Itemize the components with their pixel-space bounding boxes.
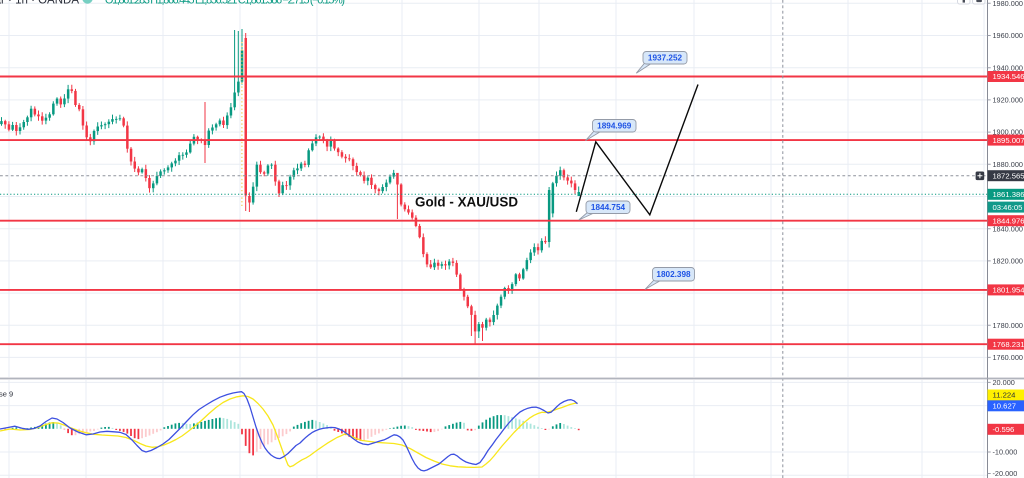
svg-text:1960.000: 1960.000	[993, 31, 1023, 40]
svg-text:1780.000: 1780.000	[993, 321, 1023, 330]
svg-text:1900.000: 1900.000	[993, 128, 1023, 137]
svg-text:1980.000: 1980.000	[993, 0, 1023, 8]
svg-text:1872.565: 1872.565	[993, 171, 1024, 180]
svg-text:Dollar · 1h · OANDA: Dollar · 1h · OANDA	[0, 0, 79, 7]
svg-text:20.000: 20.000	[993, 378, 1015, 387]
svg-text:1802.398: 1802.398	[656, 270, 691, 279]
svg-text:O1,861.283 H1,866.445 L1,856.5: O1,861.283 H1,866.445 L1,856.521 C1,861.…	[105, 0, 345, 7]
svg-text:1920.000: 1920.000	[993, 96, 1023, 105]
svg-text:1880.000: 1880.000	[993, 160, 1023, 169]
svg-text:1861.386: 1861.386	[993, 190, 1024, 199]
svg-text:1760.000: 1760.000	[993, 353, 1023, 362]
svg-text:1768.231: 1768.231	[993, 340, 1024, 349]
svg-text:1820.000: 1820.000	[993, 257, 1023, 266]
svg-text:-20.000: -20.000	[993, 469, 1018, 478]
svg-text:1844.976: 1844.976	[993, 216, 1024, 225]
svg-text:-0.596: -0.596	[993, 425, 1015, 434]
svg-text:1801.954: 1801.954	[993, 286, 1024, 295]
svg-text:se 9: se 9	[0, 390, 13, 399]
svg-text:1894.969: 1894.969	[597, 121, 632, 130]
svg-text:11.224: 11.224	[993, 391, 1017, 400]
svg-text:-10.000: -10.000	[993, 448, 1018, 457]
svg-text:1844.754: 1844.754	[591, 203, 626, 212]
svg-text:1934.546: 1934.546	[993, 72, 1024, 81]
svg-text:1940.000: 1940.000	[993, 63, 1023, 72]
svg-text:Gold - XAU/USD: Gold - XAU/USD	[415, 195, 518, 210]
svg-text:10.627: 10.627	[993, 402, 1017, 411]
svg-text:03:46:05: 03:46:05	[993, 203, 1023, 212]
svg-text:1840.000: 1840.000	[993, 224, 1023, 233]
svg-text:1937.252: 1937.252	[648, 53, 683, 62]
svg-text:1895.007: 1895.007	[993, 136, 1024, 145]
